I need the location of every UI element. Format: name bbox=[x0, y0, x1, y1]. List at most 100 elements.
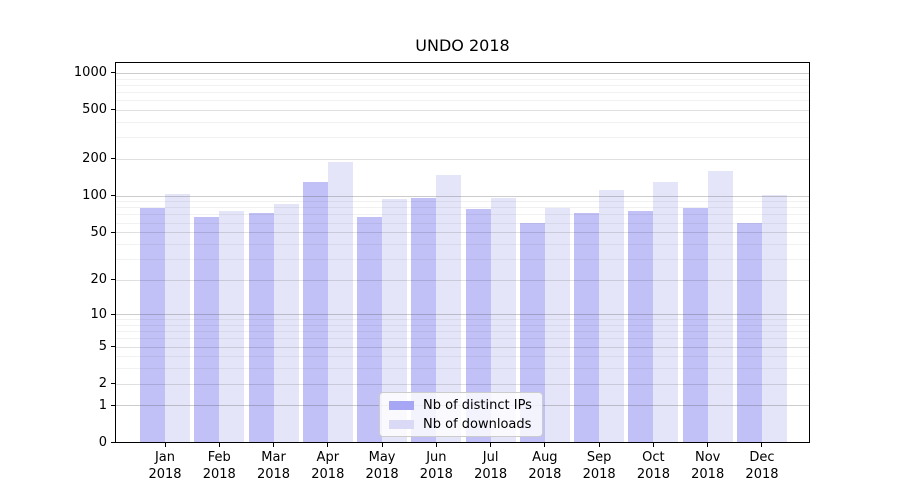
legend-swatch-downloads-icon bbox=[389, 419, 414, 429]
x-tick-label-line: 2018 bbox=[582, 467, 616, 482]
x-tick-jan bbox=[164, 443, 166, 447]
bar-distinct-ips-sep bbox=[574, 212, 600, 442]
x-tick-label-line: Nov bbox=[695, 450, 721, 465]
x-tick-label-line: 2018 bbox=[256, 467, 291, 482]
minor-gridline-90 bbox=[116, 201, 809, 203]
minor-gridline-800 bbox=[116, 84, 809, 86]
bar-downloads-jan bbox=[165, 193, 190, 442]
y-tick-label-1: 1 bbox=[98, 397, 107, 413]
x-tick-label-line: Dec bbox=[749, 450, 775, 465]
y-tick-label-10: 10 bbox=[90, 306, 107, 322]
x-tick-label-line: Sep bbox=[586, 450, 612, 465]
x-tick-label-nov: Nov 2018 bbox=[676, 449, 740, 483]
y-tick-label-200: 200 bbox=[82, 151, 107, 167]
y-tick-10 bbox=[111, 313, 115, 315]
gridline-100 bbox=[116, 195, 809, 197]
x-tick-may bbox=[381, 443, 383, 447]
x-tick-label-line: 2018 bbox=[528, 467, 562, 482]
plot-area bbox=[115, 62, 810, 443]
bar-distinct-ips-jan bbox=[140, 207, 165, 442]
x-tick-label-line: 2018 bbox=[745, 467, 779, 482]
x-tick-feb bbox=[218, 443, 220, 447]
gridline-1000 bbox=[116, 72, 809, 74]
x-tick-oct bbox=[652, 443, 654, 447]
x-tick-aug bbox=[544, 443, 546, 447]
bar-downloads-sep bbox=[599, 189, 625, 442]
bar-downloads-dec bbox=[761, 195, 787, 442]
legend-entry-distinct-ips: Nb of distinct IPs bbox=[389, 398, 533, 413]
bar-distinct-ips-may bbox=[357, 217, 383, 442]
bar-distinct-ips-dec bbox=[736, 223, 762, 442]
x-tick-label-mar: Mar 2018 bbox=[242, 449, 306, 483]
legend-label-downloads: Nb of downloads bbox=[423, 416, 532, 432]
x-tick-label-jul: Jul 2018 bbox=[459, 449, 523, 483]
bar-downloads-nov bbox=[707, 170, 733, 442]
legend-swatch-distinct-ips-icon bbox=[389, 400, 414, 410]
x-tick-label-feb: Feb 2018 bbox=[187, 449, 251, 483]
legend: Nb of distinct IPs Nb of downloads bbox=[379, 392, 543, 437]
x-tick-label-line: Apr bbox=[316, 450, 340, 465]
x-tick-jul bbox=[490, 443, 492, 447]
y-tick-50 bbox=[111, 231, 115, 233]
bar-downloads-feb bbox=[219, 210, 245, 442]
x-tick-label-aug: Aug 2018 bbox=[513, 449, 577, 483]
bar-distinct-ips-oct bbox=[628, 210, 654, 442]
x-tick-nov bbox=[707, 443, 709, 447]
x-tick-sep bbox=[598, 443, 600, 447]
x-tick-label-line: 2018 bbox=[691, 467, 725, 482]
bar-downloads-mar bbox=[273, 203, 299, 442]
x-tick-label-may: May 2018 bbox=[350, 449, 414, 483]
x-tick-label-line: Jun bbox=[426, 450, 447, 465]
bar-distinct-ips-mar bbox=[248, 212, 274, 442]
x-tick-label-line: 2018 bbox=[148, 467, 182, 482]
y-tick-label-50: 50 bbox=[90, 224, 107, 240]
y-tick-20 bbox=[111, 279, 115, 281]
minor-gridline-600 bbox=[116, 100, 809, 102]
bar-downloads-oct bbox=[653, 182, 679, 442]
minor-gridline-300 bbox=[116, 137, 809, 139]
y-tick-label-500: 500 bbox=[82, 102, 107, 118]
bar-distinct-ips-nov bbox=[682, 207, 708, 442]
legend-label-distinct-ips: Nb of distinct IPs bbox=[423, 397, 532, 413]
x-tick-jun bbox=[435, 443, 437, 447]
y-tick-label-0: 0 bbox=[98, 435, 107, 450]
bar-distinct-ips-feb bbox=[194, 217, 220, 442]
y-tick-0 bbox=[111, 442, 115, 443]
x-tick-apr bbox=[327, 443, 329, 447]
y-tick-5 bbox=[111, 346, 115, 348]
minor-gridline-700 bbox=[116, 91, 809, 93]
y-tick-200 bbox=[111, 158, 115, 160]
x-tick-label-dec: Dec 2018 bbox=[730, 449, 794, 483]
x-tick-dec bbox=[761, 443, 763, 447]
y-tick-label-100: 100 bbox=[82, 188, 107, 204]
gridline-200 bbox=[116, 158, 809, 160]
bar-downloads-aug bbox=[544, 207, 570, 442]
x-tick-label-line: 2018 bbox=[202, 467, 236, 482]
x-tick-label-line: May bbox=[368, 450, 396, 465]
x-tick-label-oct: Oct 2018 bbox=[621, 449, 685, 483]
x-tick-label-line: Oct bbox=[642, 450, 665, 465]
x-tick-label-line: 2018 bbox=[311, 467, 345, 482]
x-tick-label-jun: Jun 2018 bbox=[404, 449, 468, 483]
minor-gridline-400 bbox=[116, 121, 809, 123]
y-tick-label-20: 20 bbox=[90, 272, 107, 288]
y-tick-1 bbox=[111, 404, 115, 406]
x-tick-label-line: Jul bbox=[482, 450, 499, 465]
x-tick-label-line: Jan bbox=[154, 450, 176, 465]
x-tick-label-line: 2018 bbox=[419, 467, 453, 482]
x-tick-label-line: Feb bbox=[207, 450, 231, 465]
x-tick-label-line: 2018 bbox=[474, 467, 508, 482]
y-tick-label-2: 2 bbox=[98, 376, 107, 392]
chart-title: UNDO 2018 bbox=[415, 36, 510, 55]
y-tick-label-5: 5 bbox=[98, 339, 107, 355]
y-tick-label-1000: 1000 bbox=[73, 65, 107, 81]
y-tick-500 bbox=[111, 109, 115, 111]
bar-distinct-ips-apr bbox=[302, 182, 328, 442]
y-tick-2 bbox=[111, 383, 115, 385]
x-tick-label-apr: Apr 2018 bbox=[296, 449, 360, 483]
x-tick-label-line: 2018 bbox=[636, 467, 670, 482]
bar-downloads-apr bbox=[327, 162, 353, 442]
x-tick-label-line: Aug bbox=[532, 450, 558, 465]
gridline-500 bbox=[116, 109, 809, 111]
